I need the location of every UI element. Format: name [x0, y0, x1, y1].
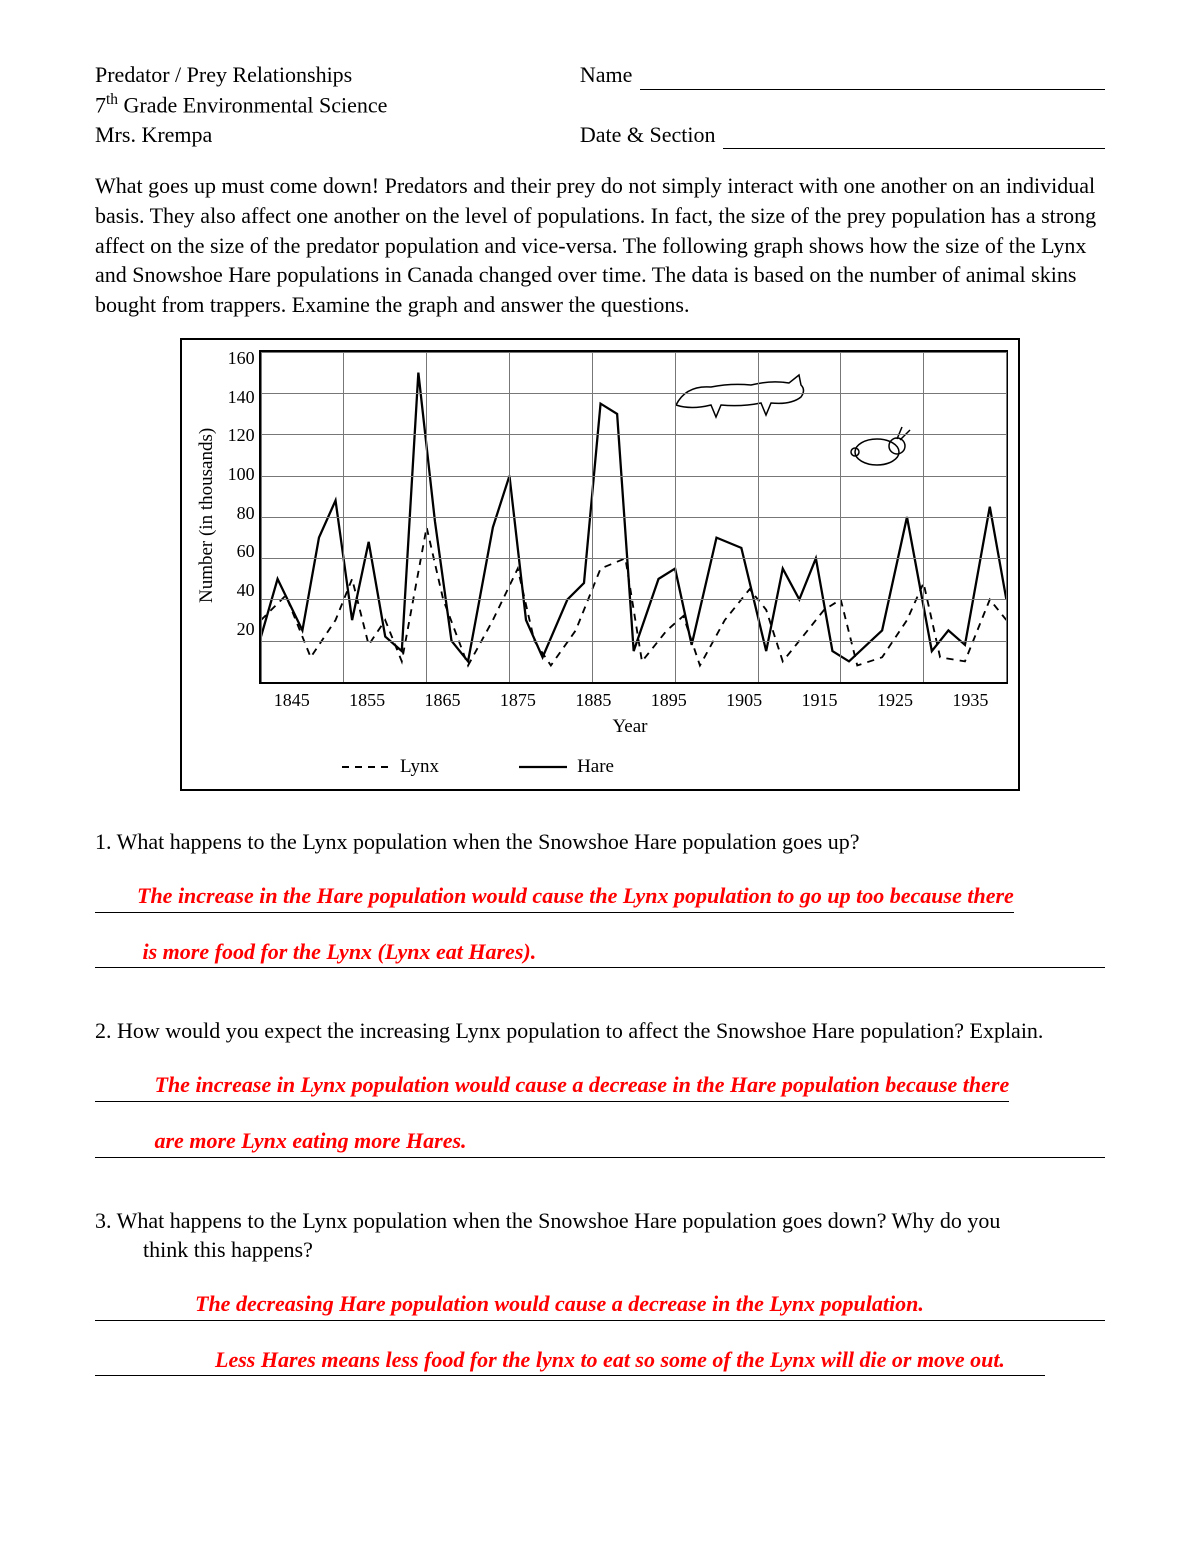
xtick: 1845	[254, 688, 329, 712]
answer-blank[interactable]	[95, 942, 137, 968]
answer-blank[interactable]	[1005, 1350, 1045, 1376]
legend-lynx: Lynx	[342, 754, 439, 780]
plot-area	[259, 350, 1008, 684]
answer-2-line2: are more Lynx eating more Hares.	[149, 1126, 472, 1158]
chart-legend: Lynx Hare	[342, 754, 1008, 780]
header-row-3: Mrs. Krempa Date & Section	[95, 120, 1105, 150]
population-chart: Number (in thousands) 160 140 120 100 80…	[180, 338, 1020, 792]
question-3: 3. What happens to the Lynx population w…	[95, 1206, 1105, 1377]
course-prefix: 7	[95, 92, 106, 117]
answer-3-line1: The decreasing Hare population would cau…	[195, 1289, 929, 1321]
ytick: 20	[228, 617, 255, 641]
teacher-name: Mrs. Krempa	[95, 122, 212, 147]
xtick: 1905	[706, 688, 781, 712]
legend-lynx-label: Lynx	[400, 756, 439, 777]
question-2: 2. How would you expect the increasing L…	[95, 1016, 1105, 1157]
worksheet-title: Predator / Prey Relationships	[95, 62, 352, 87]
answer-blank[interactable]	[542, 942, 1105, 968]
answer-3-line2: Less Hares means less food for the lynx …	[215, 1345, 1005, 1377]
ytick: 120	[228, 423, 255, 447]
question-2-text: 2. How would you expect the increasing L…	[95, 1016, 1105, 1046]
header-row-2: 7th Grade Environmental Science	[95, 90, 1105, 120]
xtick: 1855	[329, 688, 404, 712]
name-label: Name	[580, 60, 633, 90]
ytick: 80	[228, 501, 255, 525]
question-3-text-line2: think this happens?	[95, 1235, 1105, 1265]
xtick: 1915	[782, 688, 857, 712]
xtick: 1885	[556, 688, 631, 712]
question-3-text-line1: 3. What happens to the Lynx population w…	[95, 1206, 1105, 1236]
answer-1-line1: The increase in the Hare population woul…	[137, 881, 1014, 913]
lynx-swatch-icon	[342, 762, 390, 772]
xtick: 1865	[405, 688, 480, 712]
answer-blank[interactable]	[95, 886, 137, 912]
answer-2-line1: The increase in Lynx population would ca…	[149, 1070, 1009, 1102]
x-axis-label: Year	[252, 714, 1008, 740]
ytick	[228, 655, 255, 679]
legend-hare: Hare	[519, 754, 614, 780]
xtick: 1935	[933, 688, 1008, 712]
name-blank[interactable]	[640, 63, 1105, 89]
header-row-1: Predator / Prey Relationships Name	[95, 60, 1105, 90]
ytick: 60	[228, 539, 255, 563]
course-super: th	[106, 91, 118, 108]
x-axis-ticks: 1845 1855 1865 1875 1885 1895 1905 1915 …	[254, 688, 1008, 712]
y-axis-ticks: 160 140 120 100 80 60 40 20	[222, 346, 259, 680]
y-axis-label: Number (in thousands)	[192, 346, 222, 684]
xtick: 1925	[857, 688, 932, 712]
question-1-text: 1. What happens to the Lynx population w…	[95, 827, 1105, 857]
ytick: 140	[228, 385, 255, 409]
date-section-label: Date & Section	[580, 120, 716, 150]
ytick: 100	[228, 462, 255, 486]
answer-blank[interactable]	[95, 1294, 195, 1320]
answer-blank[interactable]	[95, 1131, 149, 1157]
xtick: 1875	[480, 688, 555, 712]
intro-paragraph: What goes up must come down! Predators a…	[95, 171, 1105, 319]
answer-blank[interactable]	[95, 1350, 215, 1376]
question-1: 1. What happens to the Lynx population w…	[95, 827, 1105, 968]
answer-blank[interactable]	[95, 1076, 149, 1102]
xtick: 1895	[631, 688, 706, 712]
hare-icon	[842, 424, 912, 469]
ytick: 40	[228, 578, 255, 602]
answer-blank[interactable]	[929, 1294, 1105, 1320]
course-rest: Grade Environmental Science	[118, 92, 387, 117]
date-section-blank[interactable]	[723, 123, 1105, 149]
hare-swatch-icon	[519, 762, 567, 772]
answer-blank[interactable]	[472, 1131, 1105, 1157]
legend-hare-label: Hare	[577, 756, 614, 777]
ytick: 160	[228, 346, 255, 370]
worksheet-page: Predator / Prey Relationships Name 7th G…	[0, 0, 1200, 1553]
answer-1-line2: is more food for the Lynx (Lynx eat Hare…	[137, 937, 542, 969]
